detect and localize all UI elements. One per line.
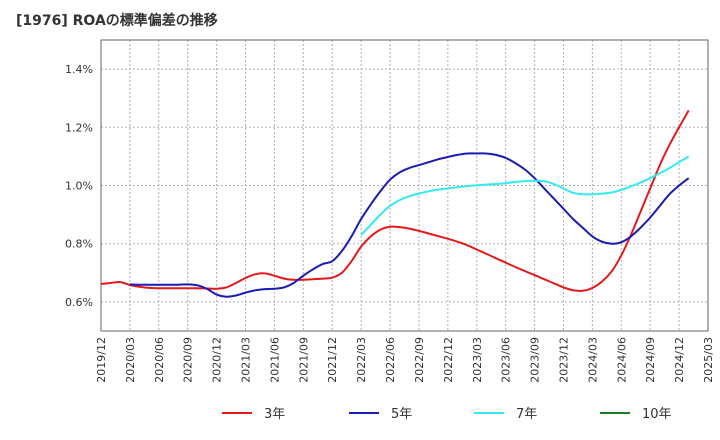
x-tick-label: 2024/09 — [644, 337, 657, 383]
x-tick-label: 2019/12 — [95, 337, 108, 383]
x-tick-label: 2021/06 — [268, 337, 281, 383]
x-tick-label: 2024/06 — [615, 337, 628, 383]
x-tick-label: 2022/06 — [384, 337, 397, 383]
series-line-2 — [129, 152, 690, 298]
axes — [100, 39, 709, 332]
y-tick-label: 0.8% — [65, 238, 93, 251]
plot-frame — [100, 39, 709, 332]
y-tick-label: 0.6% — [65, 296, 93, 309]
x-tick-label: 2023/09 — [529, 337, 542, 383]
series-lines — [100, 109, 690, 298]
legend-label-4: 10年 — [642, 407, 672, 422]
x-tick-label: 2022/09 — [413, 337, 426, 383]
x-tick-label: 2023/06 — [500, 337, 513, 383]
legend-label-2: 5年 — [391, 407, 412, 422]
y-tick-label: 1.2% — [65, 121, 93, 134]
y-tick-label: 1.0% — [65, 180, 93, 193]
y-tick-labels: 0.6% 0.8% 1.0% 1.2% 1.4% — [65, 63, 93, 309]
x-tick-label: 2020/09 — [182, 337, 195, 383]
x-tick-labels: 2019/12 2020/03 2020/06 2020/09 2020/12 2021/… — [95, 337, 715, 383]
y-tick-label: 1.4% — [65, 63, 93, 76]
x-tick-label: 2023/03 — [471, 337, 484, 383]
x-tick-label: 2021/09 — [297, 337, 310, 383]
series-line-3 — [360, 155, 690, 236]
x-tick-label: 2021/03 — [240, 337, 253, 383]
x-tick-label: 2023/12 — [557, 337, 570, 383]
legend: 3年 5年 7年 10年 — [222, 407, 672, 422]
x-tick-label: 2024/03 — [586, 337, 599, 383]
x-tick-label: 2024/12 — [673, 337, 686, 383]
x-tick-label: 2021/12 — [326, 337, 339, 383]
series-line-1 — [100, 109, 690, 292]
legend-label-1: 3年 — [264, 407, 285, 422]
legend-label-3: 7年 — [516, 407, 537, 422]
x-tick-label: 2025/03 — [702, 337, 715, 383]
x-tick-label: 2020/03 — [124, 337, 137, 383]
x-tick-label: 2020/06 — [153, 337, 166, 383]
chart-title: [1976] ROAの標準偏差の推移 — [16, 13, 218, 29]
x-tick-label: 2022/12 — [442, 337, 455, 383]
x-tick-label: 2022/03 — [355, 337, 368, 383]
x-tick-label: 2020/12 — [211, 337, 224, 383]
